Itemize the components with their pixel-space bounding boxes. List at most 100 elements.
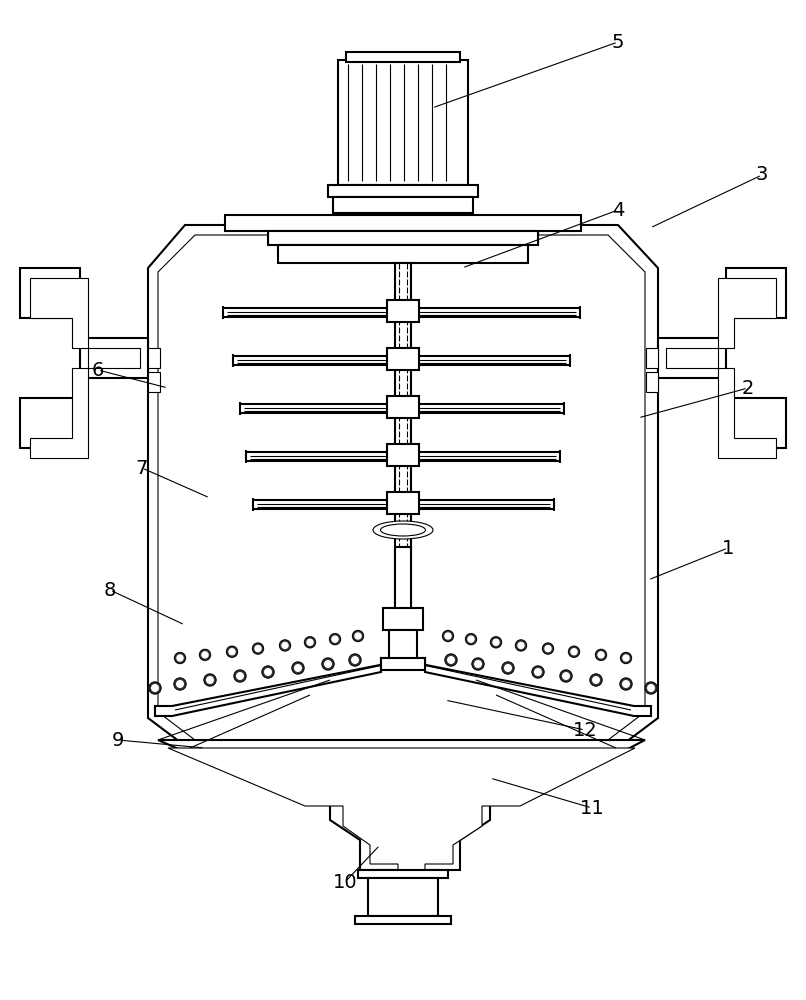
Circle shape [466, 634, 476, 645]
Ellipse shape [373, 521, 433, 539]
Circle shape [491, 637, 501, 648]
Circle shape [234, 670, 246, 682]
Circle shape [177, 655, 183, 661]
Circle shape [592, 677, 600, 683]
Circle shape [447, 657, 455, 663]
Polygon shape [666, 278, 776, 458]
Bar [355, 916, 451, 924]
Circle shape [229, 649, 235, 655]
Polygon shape [168, 748, 635, 910]
Circle shape [322, 658, 334, 670]
Circle shape [352, 631, 364, 642]
Circle shape [237, 673, 243, 679]
Bar [333, 197, 473, 213]
Circle shape [282, 642, 288, 648]
Bar [389, 630, 417, 660]
Circle shape [202, 652, 208, 658]
Circle shape [175, 652, 185, 664]
Bar [346, 52, 460, 62]
Bar [387, 396, 419, 418]
Bar [148, 348, 160, 368]
Circle shape [560, 670, 572, 682]
Circle shape [502, 662, 514, 674]
Bar [387, 444, 419, 466]
Bar [278, 245, 528, 263]
Circle shape [226, 646, 238, 657]
Circle shape [648, 685, 654, 691]
Circle shape [621, 652, 631, 664]
Circle shape [264, 669, 272, 675]
Circle shape [280, 640, 290, 651]
Polygon shape [30, 278, 140, 458]
Text: 2: 2 [742, 378, 754, 397]
Bar [387, 348, 419, 370]
Circle shape [534, 669, 542, 675]
Bar [383, 608, 423, 630]
Text: 5: 5 [612, 32, 625, 51]
Circle shape [596, 649, 606, 660]
Text: 6: 6 [92, 360, 104, 379]
Circle shape [445, 633, 451, 639]
Circle shape [542, 643, 554, 654]
Circle shape [518, 642, 524, 648]
Circle shape [571, 649, 577, 655]
Circle shape [200, 649, 210, 660]
Text: 8: 8 [104, 580, 116, 599]
Polygon shape [158, 235, 645, 740]
Circle shape [149, 682, 161, 694]
Text: 9: 9 [112, 730, 124, 750]
Circle shape [292, 662, 304, 674]
Circle shape [516, 640, 526, 651]
Bar [368, 878, 438, 916]
Text: 12: 12 [572, 720, 597, 740]
Circle shape [472, 658, 484, 670]
Text: 4: 4 [612, 200, 624, 220]
Text: 10: 10 [333, 872, 357, 892]
Polygon shape [20, 268, 148, 448]
Bar [395, 263, 411, 658]
Circle shape [332, 636, 338, 642]
Circle shape [590, 674, 602, 686]
Bar [387, 300, 419, 322]
Circle shape [445, 654, 457, 666]
Bar [387, 492, 419, 514]
Circle shape [204, 674, 216, 686]
Bar [148, 372, 160, 392]
Text: 1: 1 [722, 538, 734, 558]
Circle shape [598, 652, 604, 658]
Circle shape [545, 646, 551, 652]
Text: 7: 7 [136, 458, 148, 478]
Circle shape [177, 681, 183, 687]
Circle shape [355, 633, 361, 639]
Circle shape [620, 678, 632, 690]
Bar [328, 185, 478, 197]
Ellipse shape [380, 524, 426, 536]
Circle shape [468, 636, 474, 642]
Polygon shape [155, 658, 385, 716]
Polygon shape [158, 740, 645, 915]
Bar [225, 215, 581, 231]
Polygon shape [421, 658, 651, 716]
Circle shape [305, 637, 315, 648]
Bar [646, 372, 658, 392]
Circle shape [325, 661, 331, 667]
Circle shape [206, 677, 214, 683]
Text: 11: 11 [580, 798, 604, 818]
Bar [395, 547, 411, 609]
Circle shape [623, 655, 629, 661]
Circle shape [295, 665, 301, 671]
Circle shape [262, 666, 274, 678]
Bar [381, 658, 425, 670]
Circle shape [442, 631, 454, 642]
Circle shape [505, 665, 511, 671]
Text: 3: 3 [756, 165, 768, 184]
Bar [268, 231, 538, 245]
Circle shape [255, 646, 261, 652]
Bar [358, 870, 448, 878]
Circle shape [330, 634, 340, 645]
Circle shape [563, 673, 569, 679]
Bar [338, 60, 468, 185]
Circle shape [252, 643, 264, 654]
Circle shape [568, 646, 580, 657]
Circle shape [152, 685, 158, 691]
